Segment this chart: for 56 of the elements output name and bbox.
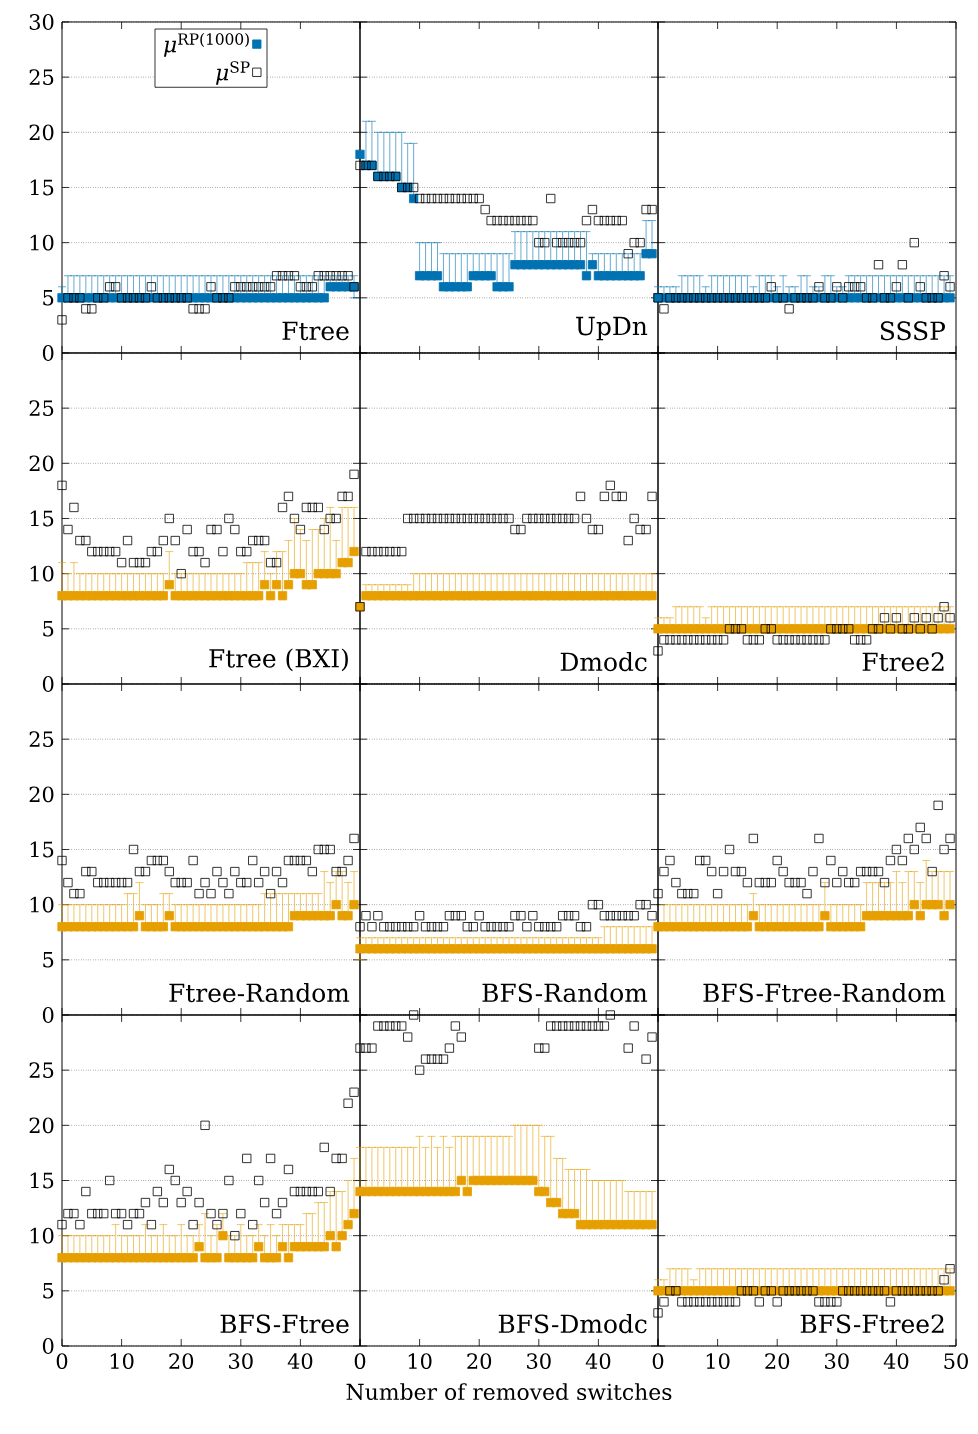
y-tick-label: 5	[43, 621, 54, 637]
x-tick-label: 10	[706, 1353, 730, 1369]
text: Ftree2	[862, 652, 944, 672]
y-tick-label: 0	[42, 1007, 54, 1023]
y-tick-label: 0	[42, 345, 54, 361]
x-tick-label: 30	[527, 1353, 551, 1369]
y-tick-label: 20	[29, 1117, 54, 1134]
y-tick-label: 15	[30, 179, 54, 196]
y-tick-label: 5	[43, 952, 54, 968]
x-axis-title: Number of removed switches	[346, 1383, 672, 1401]
legend-label: μ$^{RP(1000)}$	[163, 32, 249, 57]
x-tick-label: 10	[110, 1353, 134, 1369]
text: Ftree (BXI)	[209, 648, 348, 672]
text: BFS-Ftree	[220, 1314, 349, 1334]
y-tick-label: 20	[29, 455, 54, 472]
text: BFS-Random	[482, 982, 648, 1003]
x-tick-label: 30	[229, 1353, 253, 1369]
y-tick-label: 20	[29, 786, 54, 803]
y-tick-label: 5	[43, 1283, 54, 1299]
text: BFS-Ftree2	[800, 1314, 944, 1334]
y-tick-label: 15	[30, 1172, 54, 1189]
y-tick-label: 10	[30, 1227, 54, 1244]
y-tick-label: 25	[29, 731, 54, 748]
y-tick-label: 25	[29, 1062, 54, 1079]
x-tick-label: 40	[287, 1353, 313, 1369]
y-tick-label: 15	[30, 510, 54, 527]
y-tick-label: 10	[30, 565, 54, 582]
legend-label: μ$^{SP}$	[216, 61, 250, 85]
y-tick-label: 10	[30, 234, 54, 251]
y-tick-label: 10	[30, 896, 54, 913]
y-tick-label: 5	[43, 290, 54, 306]
text: BFS-Ftree-Random	[703, 982, 946, 1003]
y-tick-label: 25	[29, 400, 54, 417]
text: Dmodc	[560, 651, 647, 672]
y-tick-label: 15	[30, 841, 54, 858]
text: Ftree-Random	[169, 982, 350, 1003]
text: Ftree	[282, 321, 349, 341]
x-tick-label: 0	[652, 1353, 664, 1369]
x-tick-label: 20	[169, 1353, 194, 1369]
y-tick-label: 25	[29, 69, 54, 86]
y-tick-label: 20	[29, 124, 54, 141]
x-tick-label: 10	[408, 1353, 432, 1369]
y-tick-label: 30	[29, 14, 54, 30]
x-tick-label: 50	[944, 1353, 968, 1369]
text: BFS-Dmodc	[498, 1313, 647, 1334]
x-tick-label: 30	[825, 1353, 849, 1369]
text: UpDn	[576, 316, 648, 341]
x-tick-label: 20	[467, 1353, 492, 1369]
x-tick-label: 0	[354, 1353, 366, 1369]
y-tick-label: 0	[42, 1338, 54, 1354]
x-tick-label: 40	[585, 1353, 611, 1369]
x-tick-label: 40	[883, 1353, 909, 1369]
x-tick-label: 20	[765, 1353, 790, 1369]
text: SSSP	[880, 321, 945, 341]
x-tick-label: 0	[56, 1353, 68, 1369]
y-tick-label: 0	[42, 676, 54, 692]
